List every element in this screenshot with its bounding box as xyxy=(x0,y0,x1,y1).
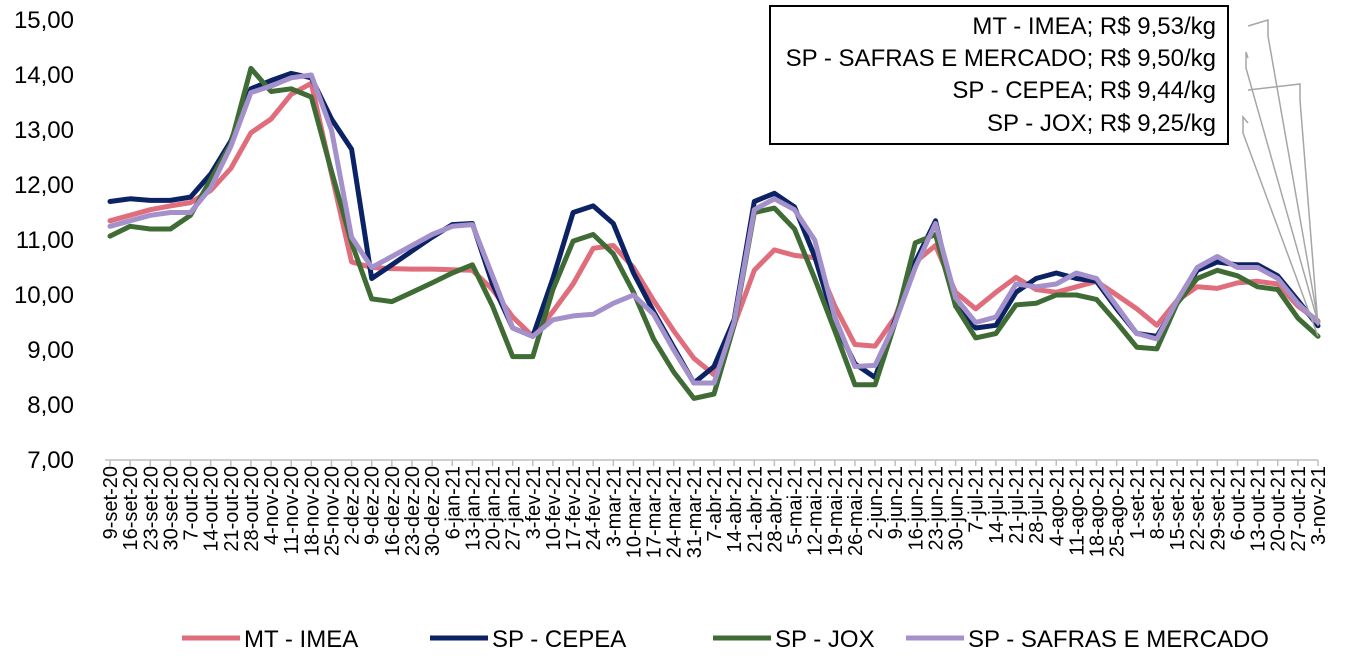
x-tick-label: 23-dez-20 xyxy=(402,466,424,556)
x-tick-label: 20-out-21 xyxy=(1268,466,1290,552)
x-tick-label: 7-jul-21 xyxy=(966,466,988,533)
x-tick-label: 4-nov-20 xyxy=(261,466,283,545)
x-tick-label: 6-jan-21 xyxy=(442,466,464,539)
x-tick-label: 18-ago-21 xyxy=(1087,466,1109,557)
x-tick-label: 21-abr-21 xyxy=(744,466,766,553)
x-tick-label: 30-jun-21 xyxy=(946,466,968,551)
x-tick-label: 27-jan-21 xyxy=(503,466,525,551)
x-tick-label: 3-nov-21 xyxy=(1308,466,1330,545)
x-tick-label: 28-abr-21 xyxy=(764,466,786,553)
x-tick-label: 28-out-20 xyxy=(241,466,263,552)
x-tick-label: 19-mai-21 xyxy=(825,466,847,556)
callout-leader-line xyxy=(1245,51,1319,323)
y-tick-label: 14,00 xyxy=(14,62,74,89)
legend-label: SP - JOX xyxy=(775,626,875,653)
y-tick-label: 10,00 xyxy=(14,282,74,309)
x-tick-label: 21-jul-21 xyxy=(1006,466,1028,544)
y-tick-label: 11,00 xyxy=(16,227,74,254)
x-tick-label: 1-set-21 xyxy=(1127,466,1149,539)
x-tick-label: 23-set-20 xyxy=(140,466,162,551)
data-label-callout: MT - IMEA; R$ 9,53/kg SP - SAFRAS E MERCA… xyxy=(769,5,1319,337)
callout-leader-line xyxy=(1247,83,1319,326)
callout-label: MT - IMEA; R$ 9,53/kg xyxy=(972,13,1216,40)
callout-leader-line xyxy=(1242,114,1319,337)
x-tick-label: 9-dez-20 xyxy=(362,466,384,545)
x-tick-label: 16-set-20 xyxy=(120,466,142,551)
x-tick-label: 3-mar-21 xyxy=(603,466,625,547)
x-tick-label: 18-nov-20 xyxy=(301,466,323,556)
x-tick-label: 9-set-20 xyxy=(100,466,122,539)
x-tick-label: 17-mar-21 xyxy=(644,466,666,558)
x-tick-label: 4-ago-21 xyxy=(1046,466,1068,546)
x-tick-label: 14-abr-21 xyxy=(724,466,746,553)
x-tick-label: 28-jul-21 xyxy=(1026,466,1048,544)
x-tick-label: 27-out-21 xyxy=(1288,466,1310,552)
x-tick-label: 16-jun-21 xyxy=(905,466,927,551)
x-tick-label: 26-mai-21 xyxy=(845,466,867,556)
series-line-sp-safras-e-mercado xyxy=(107,72,1321,386)
callout-box xyxy=(769,5,1229,145)
x-tick-label: 24-fev-21 xyxy=(583,466,605,551)
legend: MT - IMEA SP - CEPEA SP - JOX SP - SAFRAS E… xyxy=(182,626,1269,653)
x-tick-label: 13-jan-21 xyxy=(462,466,484,551)
x-tick-label: 7-abr-21 xyxy=(704,466,726,542)
x-tick-label: 9-jun-21 xyxy=(885,466,907,539)
x-tick-label: 6-out-21 xyxy=(1227,466,1249,541)
x-tick-label: 21-out-20 xyxy=(221,466,243,552)
x-tick-label: 24-mar-21 xyxy=(664,466,686,558)
series-line-sp-jox xyxy=(107,65,1321,401)
callout-label: SP - CEPEA; R$ 9,44/kg xyxy=(952,77,1216,104)
x-tick-label: 17-fev-21 xyxy=(563,466,585,551)
x-tick-label: 12-mai-21 xyxy=(805,466,827,556)
callout-label: SP - JOX; R$ 9,25/kg xyxy=(987,110,1216,137)
x-tick-label: 16-dez-20 xyxy=(382,466,404,556)
legend-label: SP - SAFRAS E MERCADO xyxy=(968,626,1269,653)
x-tick-label: 8-set-21 xyxy=(1147,466,1169,539)
x-tick-label: 11-nov-20 xyxy=(281,466,303,555)
x-tick-label: 29-set-21 xyxy=(1207,466,1229,551)
x-tick-label: 10-fev-21 xyxy=(543,466,565,551)
x-tick-label: 2-dez-20 xyxy=(342,466,364,545)
x-tick-label: 23-jun-21 xyxy=(925,466,947,551)
x-tick-label: 25-nov-20 xyxy=(321,466,343,556)
y-tick-label: 15,00 xyxy=(14,7,74,34)
x-tick-label: 2-jun-21 xyxy=(865,466,887,539)
y-tick-label: 7,00 xyxy=(27,447,74,474)
x-tick-label: 14-jul-21 xyxy=(986,466,1008,544)
x-tick-label: 11-ago-21 xyxy=(1066,466,1088,556)
callout-leader-line xyxy=(1247,18,1319,321)
y-axis: 7,00 8,00 9,00 10,00 11,00 12,00 13,00 14,00 15,… xyxy=(14,7,74,474)
x-tick-label: 30-dez-20 xyxy=(422,466,444,556)
x-tick-label: 10-mar-21 xyxy=(623,466,645,558)
x-tick-label: 14-out-20 xyxy=(201,466,223,552)
x-tick-label: 7-out-20 xyxy=(181,466,203,541)
x-tick-label: 20-jan-21 xyxy=(483,466,505,551)
x-tick-label: 3-fev-21 xyxy=(523,466,545,539)
x-tick-label: 13-out-21 xyxy=(1248,466,1270,552)
y-tick-label: 9,00 xyxy=(27,337,74,364)
x-tick-label: 5-mai-21 xyxy=(785,466,807,545)
x-axis: 9-set-2016-set-2023-set-2030-set-207-out… xyxy=(100,459,1330,558)
x-tick-label: 30-set-20 xyxy=(160,466,182,551)
y-tick-label: 12,00 xyxy=(14,172,74,199)
x-tick-label: 15-set-21 xyxy=(1167,466,1189,551)
y-tick-label: 8,00 xyxy=(27,392,74,419)
y-tick-label: 13,00 xyxy=(14,117,74,144)
series-lines xyxy=(107,65,1321,401)
callout-label: SP - SAFRAS E MERCADO; R$ 9,50/kg xyxy=(786,45,1216,72)
x-tick-label: 22-set-21 xyxy=(1187,466,1209,551)
legend-label: SP - CEPEA xyxy=(492,626,626,653)
x-tick-label: 31-mar-21 xyxy=(684,466,706,558)
x-tick-label: 25-ago-21 xyxy=(1107,466,1129,557)
legend-label: MT - IMEA xyxy=(244,626,358,653)
